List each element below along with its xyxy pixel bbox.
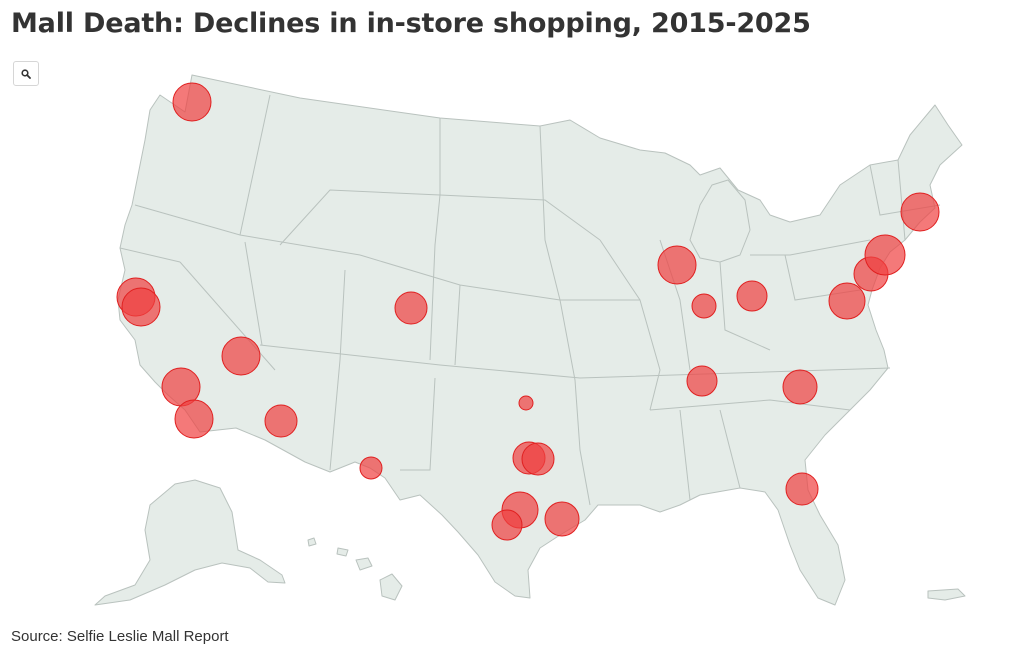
bubble-columbus[interactable] bbox=[736, 280, 768, 312]
bubble-las-vegas[interactable] bbox=[221, 336, 261, 376]
map-title: Mall Death: Declines in in-store shoppin… bbox=[11, 8, 811, 39]
bubble-denver[interactable] bbox=[394, 291, 428, 325]
puerto-rico bbox=[927, 588, 966, 601]
bubble-new-york[interactable] bbox=[864, 234, 906, 276]
bubble-seattle[interactable] bbox=[172, 82, 212, 122]
bubble-indianapolis[interactable] bbox=[691, 293, 717, 319]
alaska-outline bbox=[94, 479, 286, 606]
bubble-washington-dc[interactable] bbox=[828, 282, 866, 320]
search-button[interactable] bbox=[13, 61, 39, 86]
bubble-san-diego[interactable] bbox=[174, 399, 214, 439]
bubble-nashville[interactable] bbox=[686, 365, 718, 397]
hawaii-kauai bbox=[307, 537, 317, 547]
bubble-san-antonio[interactable] bbox=[491, 509, 523, 541]
hawaii-maui bbox=[355, 557, 373, 571]
bubble-san-jose[interactable] bbox=[121, 287, 161, 327]
bubble-chicago[interactable] bbox=[657, 245, 697, 285]
map-land bbox=[94, 74, 966, 606]
bubble-boston[interactable] bbox=[900, 192, 940, 232]
bubble-dallas[interactable] bbox=[521, 442, 555, 476]
bubble-el-paso[interactable] bbox=[359, 456, 383, 480]
bubble-oklahoma-city[interactable] bbox=[518, 395, 534, 411]
bubble-houston[interactable] bbox=[544, 501, 580, 537]
hawaii-oahu bbox=[336, 547, 349, 557]
bubble-layer bbox=[116, 82, 940, 541]
search-icon bbox=[21, 68, 31, 79]
bubble-jacksonville[interactable] bbox=[785, 472, 819, 506]
us-map bbox=[94, 74, 966, 606]
bubble-phoenix[interactable] bbox=[264, 404, 298, 438]
source-note: Source: Selfie Leslie Mall Report bbox=[11, 628, 229, 645]
bubble-charlotte[interactable] bbox=[782, 369, 818, 405]
hawaii-big-island bbox=[379, 573, 403, 601]
michigan-peninsula bbox=[689, 179, 751, 263]
